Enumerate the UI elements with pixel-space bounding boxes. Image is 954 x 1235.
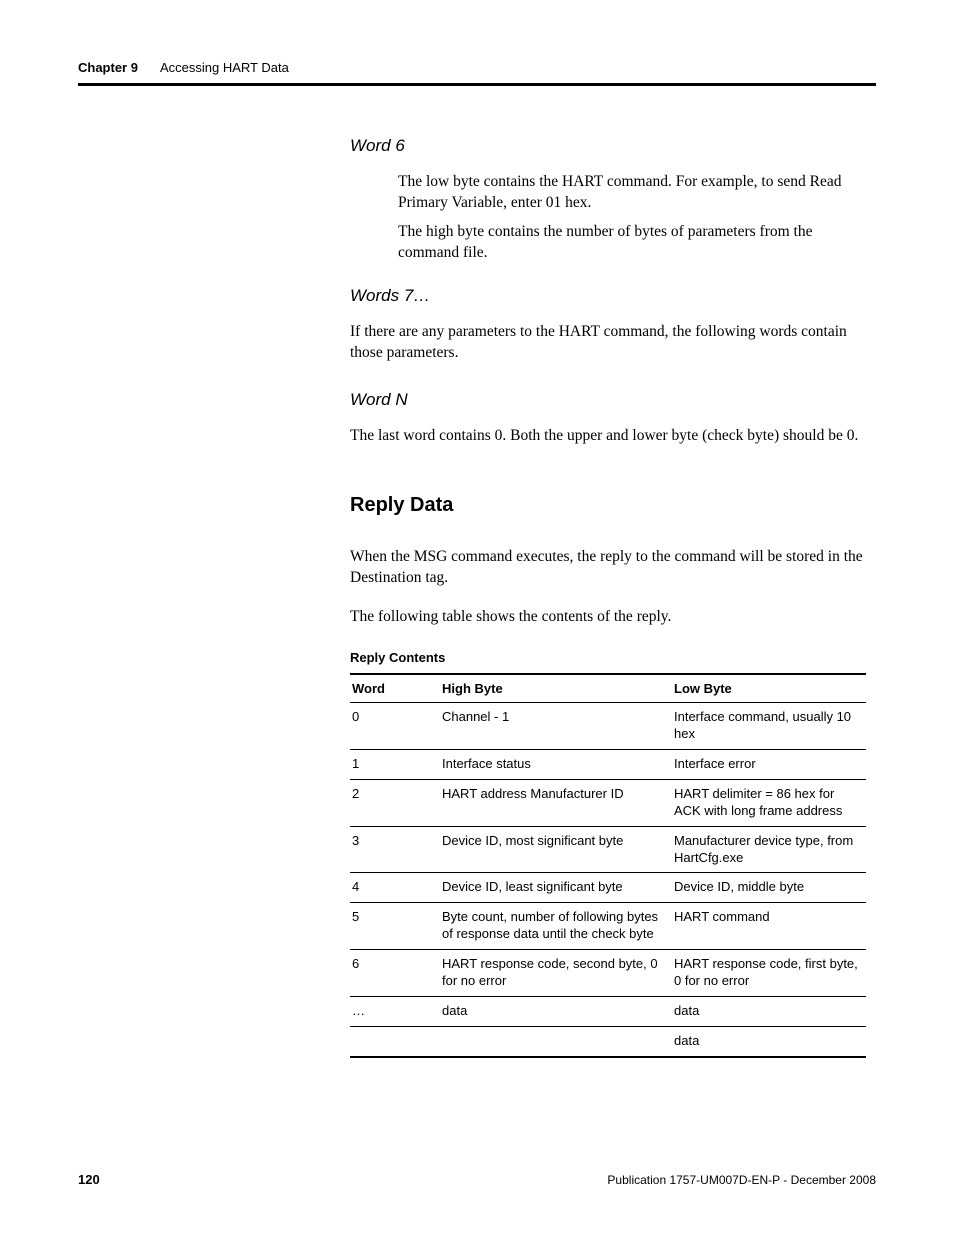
- word6-para1: The low byte contains the HART command. …: [398, 172, 866, 214]
- table-header-low: Low Byte: [672, 674, 866, 703]
- table-row: 2 HART address Manufacturer ID HART deli…: [350, 779, 866, 826]
- words7-para1: If there are any parameters to the HART …: [350, 322, 866, 364]
- table-row: 3 Device ID, most significant byte Manuf…: [350, 826, 866, 873]
- table-cell: HART command: [672, 903, 866, 950]
- word6-para2: The high byte contains the number of byt…: [398, 222, 866, 264]
- table-cell: [350, 1026, 440, 1056]
- table-cell: 1: [350, 750, 440, 780]
- subsection-word6-title: Word 6: [350, 136, 866, 156]
- table-cell: data: [672, 1026, 866, 1056]
- table-cell: 0: [350, 703, 440, 750]
- table-header-row: Word High Byte Low Byte: [350, 674, 866, 703]
- table-cell: Interface status: [440, 750, 672, 780]
- table-cell: Device ID, most significant byte: [440, 826, 672, 873]
- page-header: Chapter 9 Accessing HART Data: [78, 60, 876, 75]
- table-cell: 3: [350, 826, 440, 873]
- reply-data-para2: The following table shows the contents o…: [350, 607, 866, 628]
- table-cell: Device ID, least significant byte: [440, 873, 672, 903]
- table-row: 0 Channel - 1 Interface command, usually…: [350, 703, 866, 750]
- table-cell: Channel - 1: [440, 703, 672, 750]
- page-number: 120: [78, 1172, 100, 1187]
- table-cell: 6: [350, 950, 440, 997]
- table-row: 1 Interface status Interface error: [350, 750, 866, 780]
- page-footer: 120 Publication 1757-UM007D-EN-P - Decem…: [78, 1172, 876, 1187]
- table-caption: Reply Contents: [350, 650, 866, 665]
- table-cell: Interface error: [672, 750, 866, 780]
- header-rule: [78, 83, 876, 86]
- section-reply-data-heading: Reply Data: [350, 494, 866, 517]
- reply-contents-table: Word High Byte Low Byte 0 Channel - 1 In…: [350, 673, 866, 1057]
- publication-info: Publication 1757-UM007D-EN-P - December …: [607, 1173, 876, 1187]
- table-row: 6 HART response code, second byte, 0 for…: [350, 950, 866, 997]
- table-cell: [440, 1026, 672, 1056]
- table-cell: HART delimiter = 86 hex for ACK with lon…: [672, 779, 866, 826]
- table-row: 4 Device ID, least significant byte Devi…: [350, 873, 866, 903]
- subsection-wordN-title: Word N: [350, 390, 866, 410]
- table-header-word: Word: [350, 674, 440, 703]
- chapter-label: Chapter 9: [78, 60, 138, 75]
- table-cell: data: [440, 996, 672, 1026]
- table-cell: Interface command, usually 10 hex: [672, 703, 866, 750]
- reply-data-para1: When the MSG command executes, the reply…: [350, 547, 866, 589]
- table-cell: 5: [350, 903, 440, 950]
- table-row: data: [350, 1026, 866, 1056]
- table-row: 5 Byte count, number of following bytes …: [350, 903, 866, 950]
- chapter-title: Accessing HART Data: [160, 60, 289, 75]
- table-cell: HART address Manufacturer ID: [440, 779, 672, 826]
- table-header-high: High Byte: [440, 674, 672, 703]
- table-cell: 2: [350, 779, 440, 826]
- table-cell: HART response code, first byte, 0 for no…: [672, 950, 866, 997]
- wordN-para1: The last word contains 0. Both the upper…: [350, 426, 866, 447]
- table-cell: data: [672, 996, 866, 1026]
- subsection-words7-title: Words 7…: [350, 286, 866, 306]
- table-cell: HART response code, second byte, 0 for n…: [440, 950, 672, 997]
- table-cell: …: [350, 996, 440, 1026]
- table-row: … data data: [350, 996, 866, 1026]
- table-cell: Device ID, middle byte: [672, 873, 866, 903]
- table-cell: Manufacturer device type, from HartCfg.e…: [672, 826, 866, 873]
- table-cell: Byte count, number of following bytes of…: [440, 903, 672, 950]
- table-cell: 4: [350, 873, 440, 903]
- main-content: Word 6 The low byte contains the HART co…: [350, 136, 866, 1058]
